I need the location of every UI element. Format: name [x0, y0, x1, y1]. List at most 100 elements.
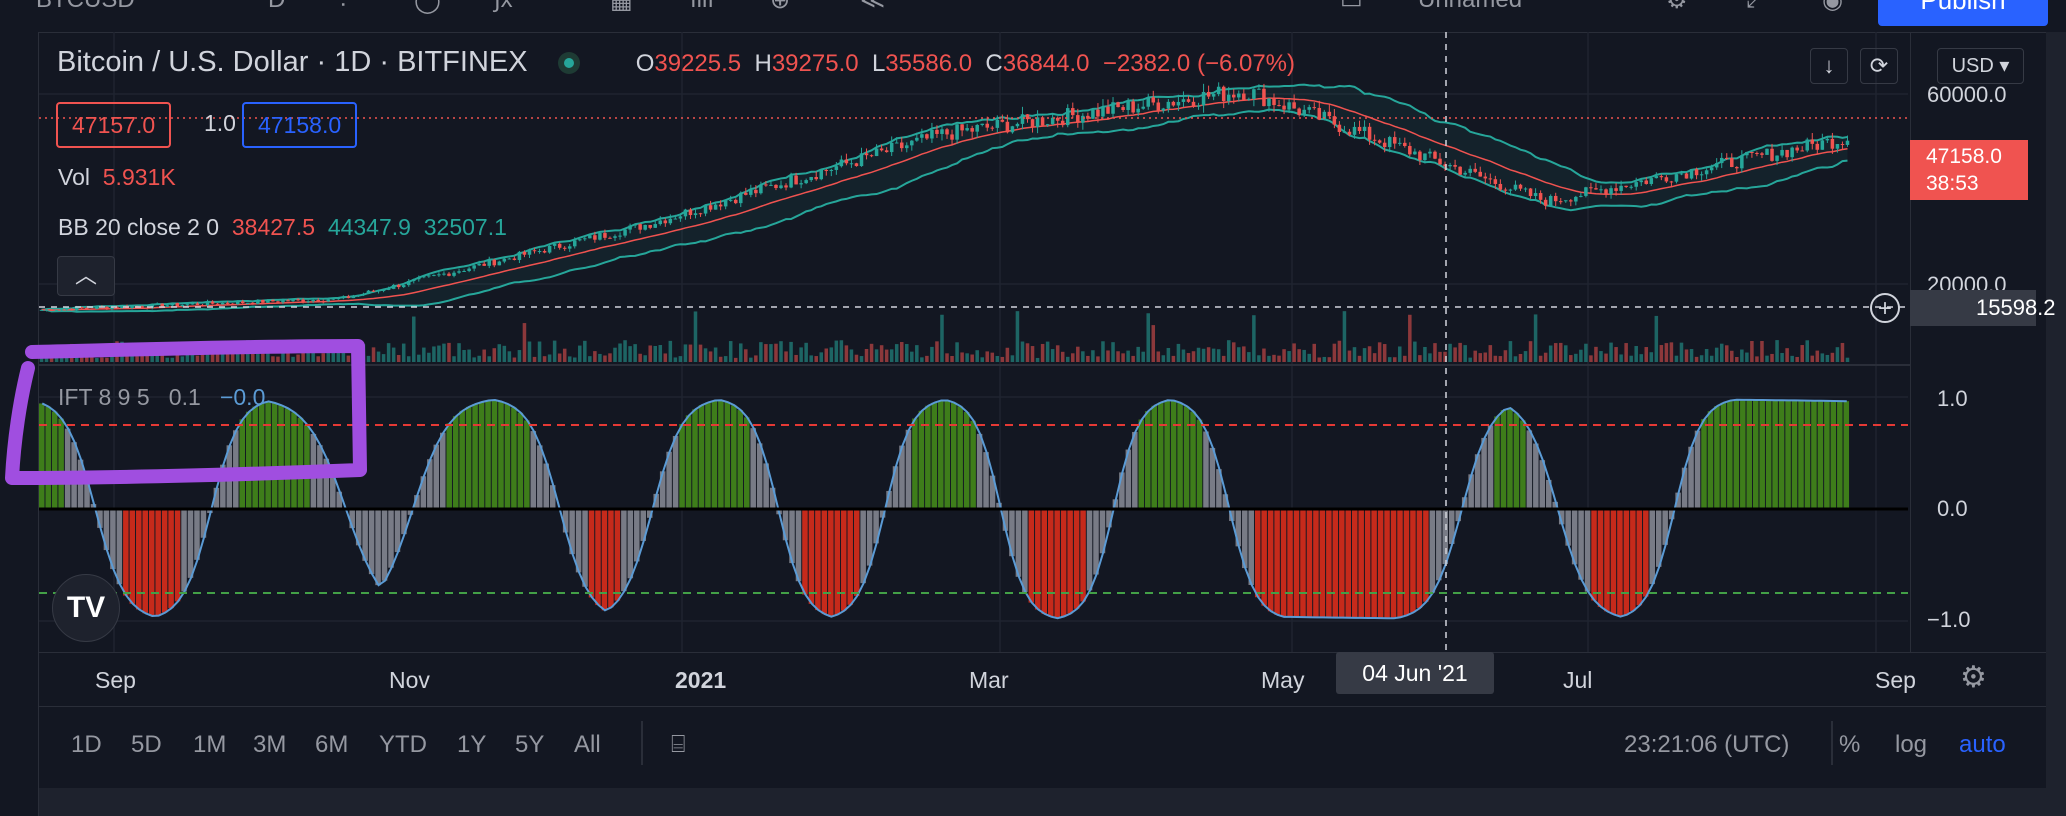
- range-5d-button[interactable]: 5D: [131, 731, 162, 758]
- range-6m-button[interactable]: 6M: [315, 731, 349, 758]
- layout-icon[interactable]: ▦: [610, 0, 633, 14]
- volume-bar: [960, 352, 964, 362]
- scroll-to-latest-icon[interactable]: ↓: [1810, 48, 1848, 84]
- volume-bar: [1342, 311, 1347, 362]
- range-all-button[interactable]: All: [574, 731, 601, 758]
- ift-bar: [407, 509, 414, 515]
- quantity-field[interactable]: 1.0: [204, 110, 236, 136]
- snapshot-icon[interactable]: ◉: [1822, 0, 1843, 14]
- reset-scale-icon[interactable]: ⟳: [1860, 48, 1898, 84]
- candle-body: [1704, 170, 1709, 175]
- volume-legend[interactable]: Vol 5.931K: [58, 164, 176, 191]
- goto-date-icon[interactable]: ⌸: [671, 731, 686, 758]
- volume-bar: [125, 351, 129, 362]
- layout-switch-icon[interactable]: ▭: [1340, 0, 1363, 14]
- utc-clock[interactable]: 23:21:06 (UTC): [1624, 731, 1790, 758]
- candle-body: [256, 299, 260, 304]
- range-3m-button[interactable]: 3M: [253, 731, 287, 758]
- volume-bar: [1020, 341, 1025, 362]
- ift-bar: [1701, 419, 1707, 509]
- bb-legend[interactable]: BB 20 close 2 0 38427.5 44347.9 32507.1: [58, 214, 507, 241]
- volume-bar: [708, 351, 713, 362]
- candle-body: [467, 268, 471, 272]
- volume-bar: [1569, 355, 1573, 362]
- publish-button[interactable]: Publish: [1878, 0, 2048, 26]
- ift-bar: [996, 502, 1002, 509]
- candle-body: [567, 246, 572, 249]
- interval-button[interactable]: D: [268, 0, 285, 26]
- volume-bar: [678, 356, 683, 362]
- range-5y-button[interactable]: 5Y: [515, 731, 545, 758]
- add-alert-plus-icon[interactable]: +: [1870, 293, 1900, 323]
- settings-gear-icon[interactable]: ⚙: [1666, 0, 1688, 14]
- volume-bar: [854, 354, 859, 362]
- ift-bar: [970, 420, 976, 509]
- currency-dropdown[interactable]: USD ▾: [1937, 48, 2024, 84]
- candle-body: [190, 303, 195, 305]
- volume-bar: [688, 344, 693, 362]
- candle-body: [1750, 151, 1754, 153]
- candle-body: [663, 220, 668, 224]
- volume-bar: [995, 355, 1000, 362]
- ift-bar: [860, 509, 866, 584]
- ift-bar: [653, 493, 659, 509]
- candle-body: [1176, 101, 1181, 106]
- volume-bar: [794, 354, 798, 362]
- alert-icon[interactable]: ⊕: [770, 0, 791, 14]
- volume-bar: [326, 346, 331, 362]
- candle-body: [286, 300, 290, 302]
- range-1d-button[interactable]: 1D: [71, 731, 102, 758]
- chart-settings-icon[interactable]: ⚙: [1960, 661, 1987, 694]
- volume-bar: [653, 345, 658, 362]
- fullscreen-icon[interactable]: ⤢: [1746, 0, 1765, 26]
- volume-bar: [1423, 346, 1427, 362]
- compare-icon[interactable]: ∫x: [494, 0, 513, 26]
- buy-button[interactable]: 47158.0: [242, 102, 358, 148]
- range-ytd-button[interactable]: YTD: [379, 731, 427, 758]
- ift-bar: [1242, 509, 1248, 569]
- volume-bar: [356, 350, 361, 362]
- sell-button[interactable]: 47157.0: [56, 102, 172, 148]
- indicators-icon[interactable]: ◯: [414, 0, 441, 14]
- volume-bar: [1574, 353, 1578, 362]
- ift-bar: [588, 509, 595, 598]
- ift-bar: [498, 401, 504, 509]
- ift-bar: [582, 509, 588, 587]
- volume-bar: [764, 344, 768, 362]
- volume-bar: [698, 344, 703, 362]
- ift-bar: [724, 402, 731, 509]
- volume-bar: [1161, 355, 1166, 362]
- price-scale[interactable]: 60000.0 20000.0 1.0 0.0 −1.0: [1910, 32, 2047, 652]
- bar-countdown: 38:53: [1926, 172, 1979, 195]
- symbol-search-button[interactable]: BTCUSD: [36, 0, 135, 26]
- layout-name[interactable]: Unnamed: [1418, 0, 1522, 26]
- volume-bar: [784, 351, 788, 362]
- volume-bar: [336, 343, 341, 362]
- collapse-legend-button[interactable]: ︿: [57, 256, 115, 296]
- symbol-title[interactable]: Bitcoin / U.S. Dollar: [57, 46, 309, 78]
- ift-bar: [918, 410, 925, 509]
- ift-bar: [58, 418, 64, 509]
- auto-scale-button[interactable]: auto: [1959, 731, 2006, 758]
- ift-bar: [161, 509, 168, 613]
- bar-icon[interactable]: ıllı: [690, 0, 714, 26]
- ift-bar: [621, 509, 627, 592]
- tradingview-logo[interactable]: TV: [52, 574, 120, 642]
- percent-scale-button[interactable]: %: [1839, 731, 1861, 758]
- chart-type-icon[interactable]: ⫶: [340, 0, 346, 26]
- candle-body: [517, 251, 522, 260]
- candle-body: [85, 307, 89, 309]
- volume-bar: [507, 351, 512, 362]
- log-scale-button[interactable]: log: [1895, 731, 1928, 758]
- volume-bar: [1060, 351, 1065, 362]
- volume-bar: [1086, 355, 1090, 362]
- ift-legend[interactable]: IFT 8 9 5 0.1 −0.0: [58, 384, 265, 411]
- ift-bar: [1351, 509, 1358, 618]
- time-axis[interactable]: Sep Nov 2021 Mar May Jul Sep: [39, 652, 2046, 707]
- candle-body: [945, 129, 949, 135]
- candle-body: [386, 288, 391, 290]
- volume-bar: [1523, 351, 1528, 362]
- range-1y-button[interactable]: 1Y: [457, 731, 487, 758]
- range-1m-button[interactable]: 1M: [193, 731, 227, 758]
- replay-icon[interactable]: ≪: [860, 0, 886, 14]
